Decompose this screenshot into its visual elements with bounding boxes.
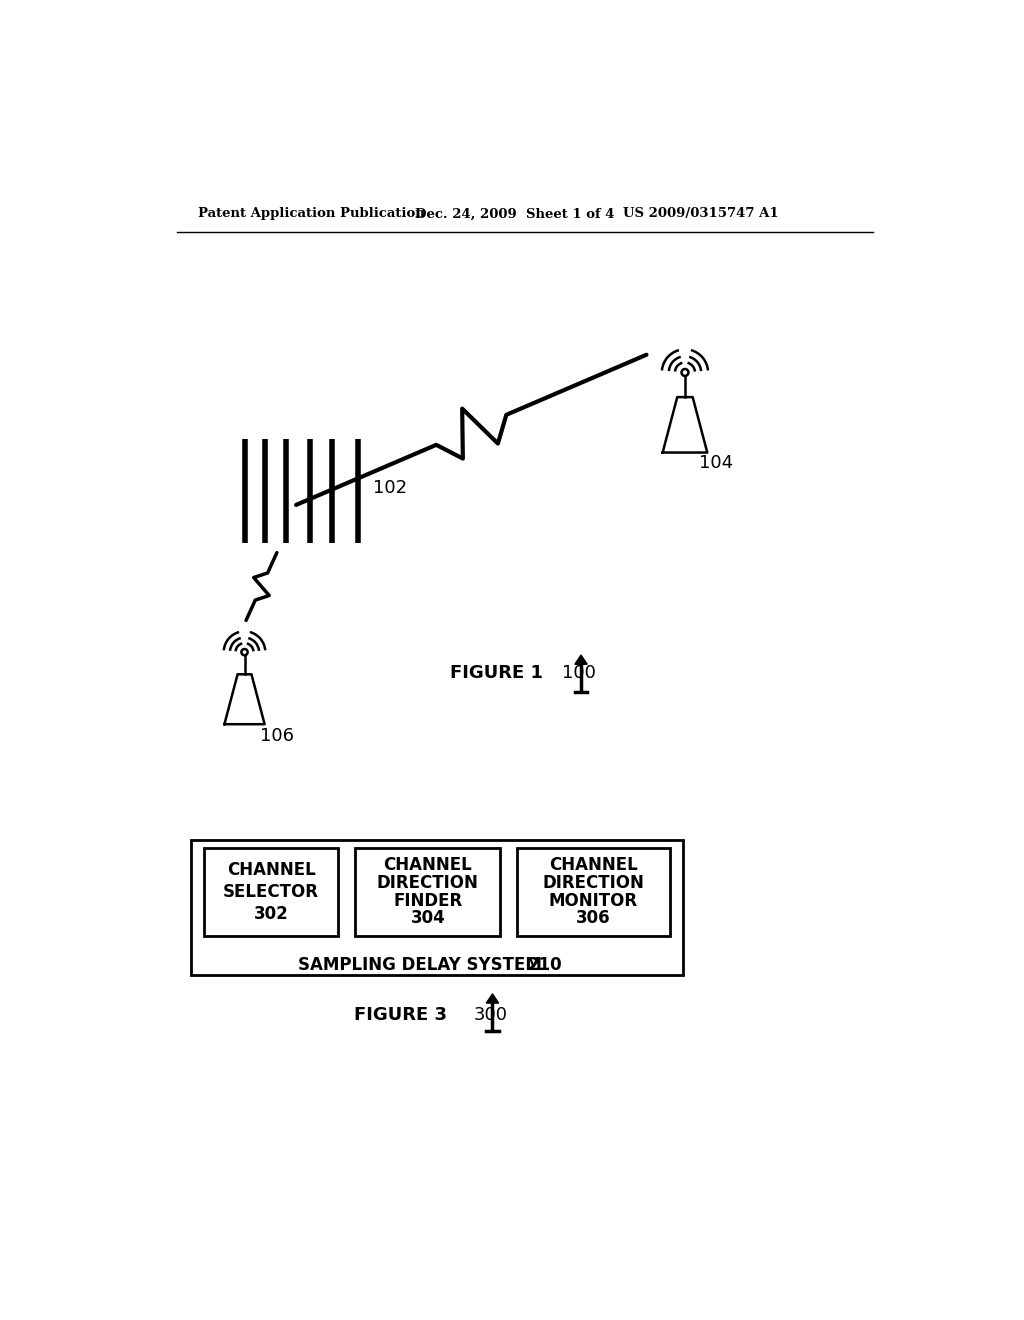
- Text: Dec. 24, 2009  Sheet 1 of 4: Dec. 24, 2009 Sheet 1 of 4: [416, 207, 615, 220]
- Text: US 2009/0315747 A1: US 2009/0315747 A1: [624, 207, 779, 220]
- Text: CHANNEL: CHANNEL: [383, 857, 472, 874]
- Text: Patent Application Publication: Patent Application Publication: [199, 207, 425, 220]
- Text: CHANNEL: CHANNEL: [549, 857, 638, 874]
- Text: SAMPLING DELAY SYSTEM: SAMPLING DELAY SYSTEM: [298, 957, 548, 974]
- Polygon shape: [486, 994, 499, 1003]
- Circle shape: [242, 649, 248, 655]
- Text: 102: 102: [373, 479, 408, 496]
- Text: 100: 100: [562, 664, 596, 681]
- Circle shape: [682, 370, 688, 376]
- Polygon shape: [663, 397, 708, 453]
- Text: FIGURE 1: FIGURE 1: [451, 664, 543, 681]
- Polygon shape: [224, 675, 264, 725]
- Text: SELECTOR: SELECTOR: [223, 883, 319, 900]
- Bar: [204, 847, 339, 936]
- Text: MONITOR: MONITOR: [549, 892, 638, 909]
- Text: DIRECTION: DIRECTION: [377, 874, 478, 892]
- Text: 302: 302: [254, 906, 289, 923]
- Text: 210: 210: [528, 957, 562, 974]
- Text: 300: 300: [473, 1006, 507, 1023]
- Bar: [355, 847, 500, 936]
- Text: 306: 306: [577, 909, 610, 928]
- Text: 106: 106: [260, 727, 294, 744]
- Text: 304: 304: [411, 909, 445, 928]
- Text: 104: 104: [698, 454, 733, 471]
- Text: CHANNEL: CHANNEL: [226, 861, 315, 879]
- Polygon shape: [574, 655, 587, 664]
- Bar: [190, 840, 683, 974]
- Text: DIRECTION: DIRECTION: [543, 874, 644, 892]
- Text: FIGURE 3: FIGURE 3: [354, 1006, 446, 1023]
- Bar: [517, 847, 670, 936]
- Text: FINDER: FINDER: [393, 892, 463, 909]
